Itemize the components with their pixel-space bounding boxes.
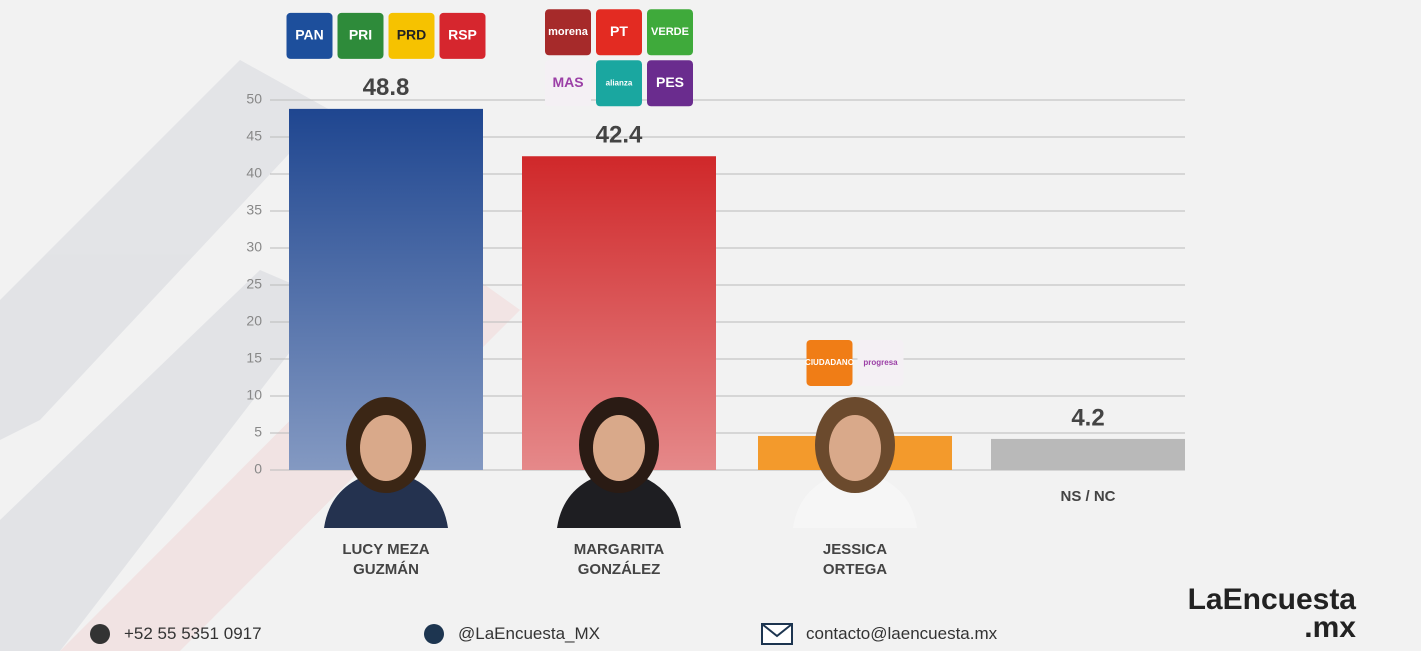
y-tick-label: 30 <box>246 239 262 255</box>
photo-body <box>557 470 681 528</box>
party-logo <box>388 12 435 59</box>
candidate-photo <box>557 397 681 528</box>
party-logo <box>596 60 642 107</box>
brand-suffix: .mx <box>1304 611 1356 644</box>
x-tick-label: JESSICA ORTEGA <box>822 541 888 578</box>
party-logo <box>647 60 693 107</box>
party-logo-label: progresa <box>863 358 898 367</box>
party-logo-label: MAS <box>552 74 583 90</box>
photo-face <box>360 415 412 481</box>
bar <box>991 438 1185 470</box>
y-tick-label: 0 <box>254 461 262 477</box>
brand: LaEncuesta .mx <box>1150 583 1356 644</box>
party-logo-label: PRD <box>397 27 427 43</box>
value-label: 42.4 <box>596 122 643 149</box>
value-label: 4.2 <box>1071 404 1104 431</box>
party-logo-label: CIUDADANO <box>805 358 854 367</box>
party-logo <box>337 12 384 59</box>
party-logo <box>806 339 853 386</box>
y-tick-label: 40 <box>246 165 262 181</box>
photo-face <box>829 415 881 481</box>
party-logo <box>596 9 642 56</box>
y-tick-label: 15 <box>246 350 262 366</box>
party-logo <box>545 9 591 56</box>
party-logo-label: VERDE <box>651 26 689 38</box>
brand-name: LaEncuesta <box>1187 583 1356 616</box>
y-tick-label: 50 <box>246 91 262 107</box>
photo-body <box>793 470 917 528</box>
candidate-photo <box>793 397 917 528</box>
photo-body <box>324 470 448 528</box>
value-label: 48.8 <box>363 74 410 101</box>
y-tick-label: 10 <box>246 387 262 403</box>
photo-face <box>593 415 645 481</box>
party-logo <box>286 12 333 59</box>
x-tick-label: LUCY MEZA GUZMÁN <box>342 541 430 578</box>
candidate-photo <box>324 397 448 528</box>
email: contacto@laencuesta.mx <box>806 624 998 643</box>
party-logo-label: morena <box>548 26 589 38</box>
y-tick-label: 20 <box>246 313 262 329</box>
y-tick-label: 25 <box>246 276 262 292</box>
party-logo-label: PES <box>656 74 684 90</box>
y-tick-label: 45 <box>246 128 262 144</box>
party-logo-label: RSP <box>448 27 477 43</box>
x-tick-label: NS / NC <box>1060 488 1116 505</box>
party-logo-label: PT <box>610 23 628 39</box>
y-tick-label: 35 <box>246 202 262 218</box>
twitter: @LaEncuesta_MX <box>458 624 601 643</box>
party-logo-label: PAN <box>295 27 324 43</box>
party-logo <box>647 9 693 56</box>
party-logo-label: PRI <box>349 27 372 43</box>
party-logo-label: alianza <box>606 78 633 87</box>
party-logo <box>439 12 486 59</box>
y-tick-label: 5 <box>254 424 262 440</box>
footer-icons <box>90 623 793 645</box>
party-logo <box>857 339 904 386</box>
phone: +52 55 5351 0917 <box>124 624 262 643</box>
x-tick-label: MARGARITA GONZÁLEZ <box>573 541 665 578</box>
party-logo <box>545 60 591 107</box>
